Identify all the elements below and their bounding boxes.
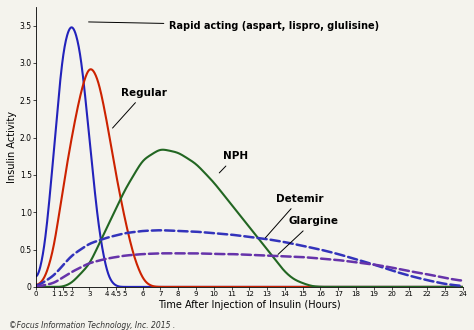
Text: Rapid acting (aspart, lispro, glulisine): Rapid acting (aspart, lispro, glulisine) [89,20,380,31]
Text: ©Focus Information Technology, Inc. 2015 .: ©Focus Information Technology, Inc. 2015… [9,321,176,330]
Text: Glargine: Glargine [278,216,338,254]
X-axis label: Time After Injection of Insulin (Hours): Time After Injection of Insulin (Hours) [158,300,341,310]
Text: NPH: NPH [219,151,248,173]
Text: Detemir: Detemir [265,194,324,238]
Text: Regular: Regular [112,88,167,128]
Y-axis label: Insulin Activity: Insulin Activity [7,111,17,183]
